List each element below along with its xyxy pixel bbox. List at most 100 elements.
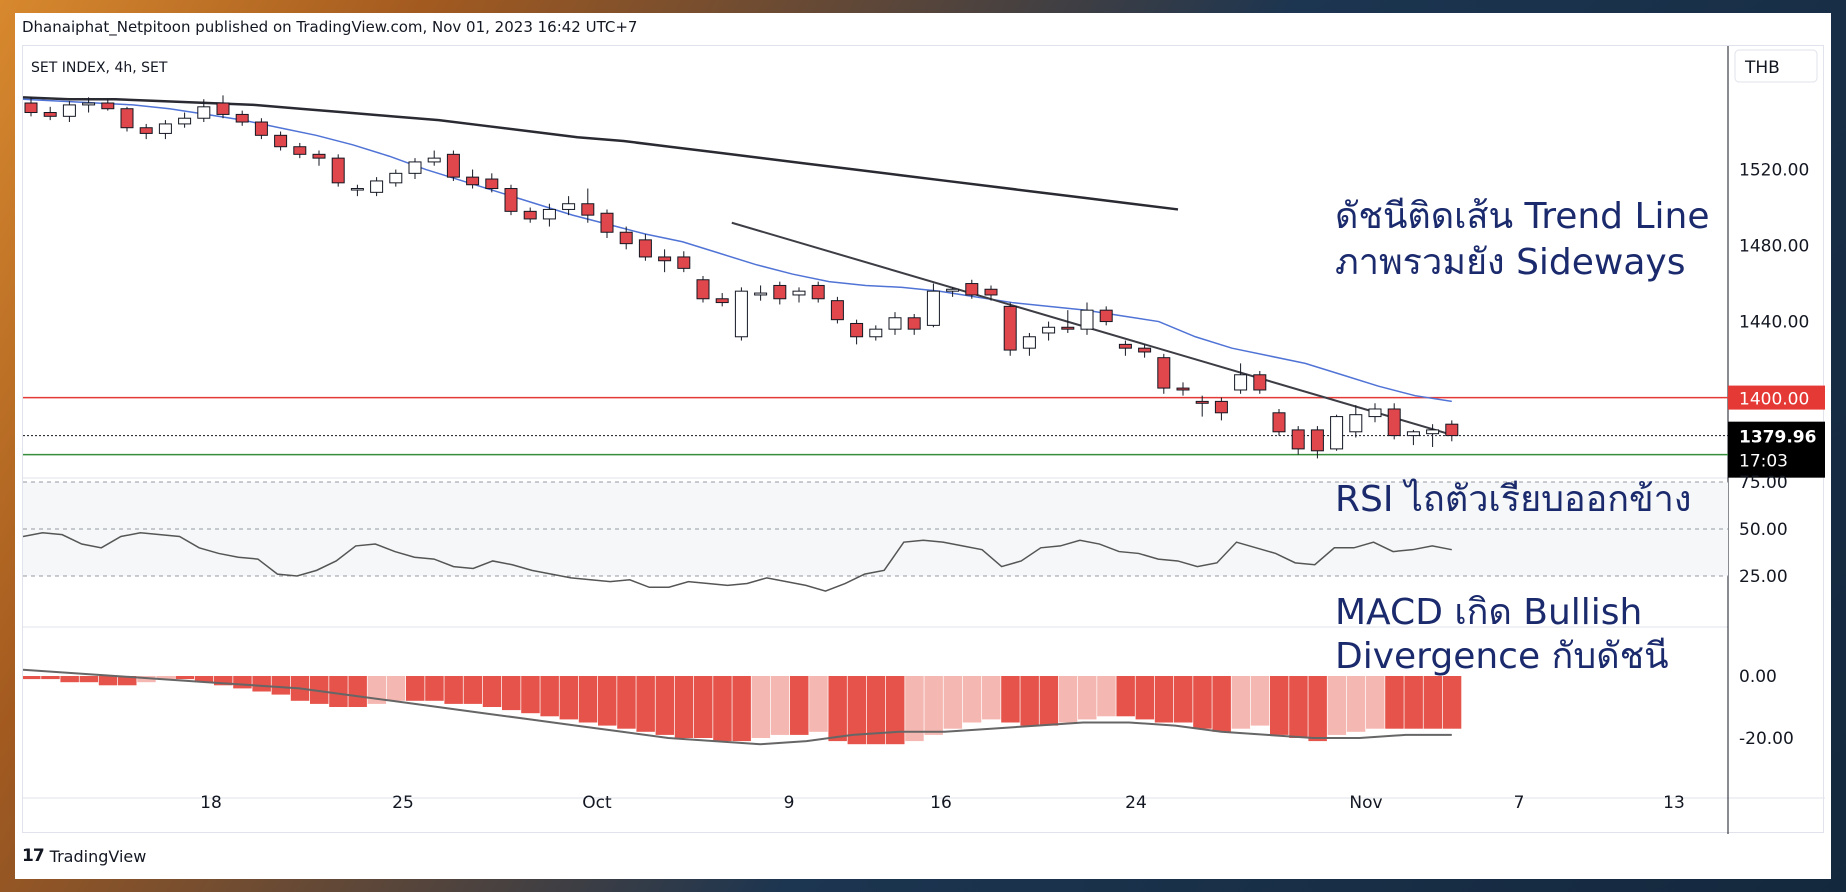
time-tick-label: 16: [930, 793, 952, 813]
candle-body: [1330, 416, 1344, 450]
candle-body: [1138, 347, 1152, 353]
candle: [1253, 370, 1267, 394]
candle-body: [120, 108, 134, 129]
candle: [408, 158, 422, 180]
candle: [178, 112, 192, 128]
macd-histogram-bar: [1442, 676, 1462, 729]
time-tick-label: 18: [200, 793, 222, 813]
macd-histogram-bar: [156, 676, 175, 680]
candle: [1195, 395, 1209, 417]
candle-body: [1445, 423, 1459, 437]
macd-histogram-bar: [828, 676, 847, 742]
candle: [389, 169, 403, 187]
macd-histogram-bar: [79, 676, 99, 683]
candle: [274, 131, 288, 151]
candle: [1176, 382, 1190, 396]
macd-histogram-bar: [118, 676, 137, 686]
candle-body: [773, 284, 787, 300]
macd-histogram-bar: [386, 676, 406, 701]
macd-histogram-bar: [655, 676, 675, 735]
macd-histogram-bar: [502, 676, 521, 711]
candle: [1291, 426, 1305, 455]
candle-body: [1061, 326, 1075, 330]
macd-histogram-bar: [23, 676, 41, 680]
symbol-label: SET INDEX, 4h, SET: [31, 60, 168, 76]
candle-body: [946, 288, 960, 292]
candle: [312, 150, 326, 166]
candle: [466, 169, 480, 189]
macd-histogram-bar: [1212, 676, 1231, 732]
candle: [523, 207, 537, 223]
candle-body: [1042, 326, 1056, 334]
candle-body: [82, 102, 96, 106]
candle-body: [274, 134, 288, 148]
chart-annotation: Divergence กับดัชนี: [1335, 636, 1669, 677]
candle: [562, 196, 576, 216]
candle-body: [254, 121, 268, 136]
candle: [197, 99, 211, 123]
currency-badge-box: [1734, 49, 1818, 83]
candle: [120, 106, 134, 132]
candle-body: [926, 290, 940, 326]
candle-body: [658, 256, 672, 262]
macd-histogram-bar: [521, 676, 540, 714]
macd-histogram-bar: [886, 676, 905, 745]
macd-histogram-bar: [1078, 676, 1097, 720]
candle-body: [389, 172, 403, 184]
candle: [1406, 429, 1420, 446]
macd-histogram-bar: [1346, 676, 1366, 732]
candle-body: [158, 123, 172, 134]
candle-body: [1272, 412, 1286, 433]
candle: [1330, 414, 1344, 451]
time-tick-label: 9: [784, 793, 795, 813]
macd-histogram-bar: [790, 676, 809, 735]
candle-body: [696, 279, 710, 300]
macd-histogram-bar: [1039, 676, 1059, 726]
candle-body: [101, 102, 115, 110]
candle-body: [427, 157, 441, 163]
macd-histogram-bar: [444, 676, 463, 704]
candle: [734, 287, 748, 341]
macd-histogram-bar: [482, 676, 502, 707]
macd-histogram-bar: [847, 676, 867, 745]
candle-body: [1387, 408, 1401, 437]
brand-name[interactable]: TradingView: [49, 846, 147, 866]
candle-body: [869, 328, 883, 338]
candle: [504, 184, 518, 216]
candle-body: [235, 113, 249, 123]
macd-histogram-bar: [694, 676, 713, 738]
candle: [1118, 340, 1132, 356]
chart-annotation: RSI ไถตัวเรียบออกข้าง: [1335, 478, 1691, 520]
candle: [62, 101, 76, 123]
candle: [43, 106, 57, 121]
candle: [370, 177, 384, 197]
candle: [677, 251, 691, 273]
candle-body: [1406, 431, 1420, 437]
candle-body: [1426, 429, 1440, 435]
macd-histogram-bar: [60, 676, 79, 683]
candle-body: [1118, 343, 1132, 349]
time-tick-label: Nov: [1349, 793, 1382, 813]
candle-body: [715, 298, 729, 304]
candlestick-chart[interactable]: SET INDEX, 4h, SET THB 1520.00 1480.00 1440.…: [23, 46, 1825, 834]
chart-area[interactable]: SET INDEX, 4h, SET THB 1520.00 1480.00 1440.…: [22, 45, 1825, 834]
candle: [350, 184, 364, 197]
macd-histogram-bar: [1366, 676, 1385, 729]
candle-body: [370, 180, 384, 193]
rsi-line: [23, 532, 1452, 592]
macd-histogram-bar: [1058, 676, 1078, 723]
candle: [638, 234, 652, 261]
candle-body: [523, 210, 537, 220]
candle: [946, 287, 960, 297]
macd-histogram-bar: [271, 676, 291, 695]
price-tick-label: 1520.00: [1739, 161, 1809, 181]
chart-annotation: MACD เกิด Bullish: [1335, 592, 1642, 633]
candle-body: [1253, 374, 1267, 391]
candle: [216, 95, 230, 119]
candle-body: [139, 127, 153, 134]
candle: [600, 209, 614, 238]
candle-body: [850, 322, 864, 338]
currency-badge: THB: [1734, 49, 1818, 83]
candle: [658, 249, 672, 273]
candle-body: [542, 208, 556, 220]
